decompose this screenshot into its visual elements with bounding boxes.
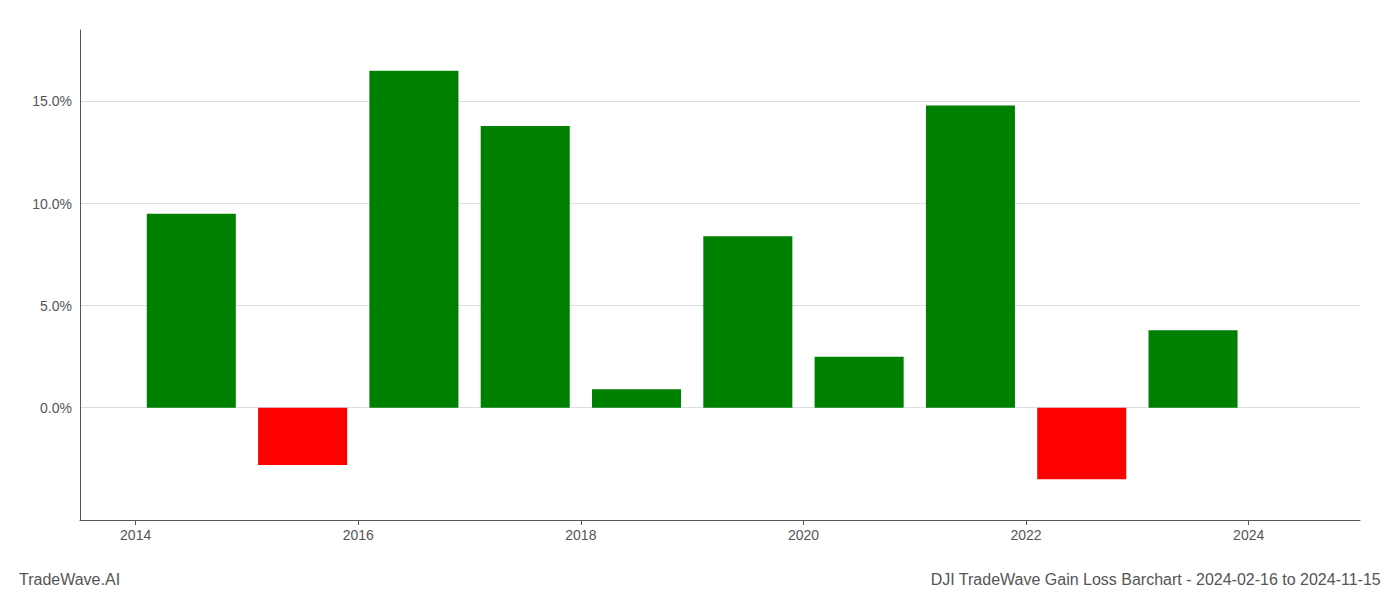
- svg-text:10.0%: 10.0%: [32, 196, 72, 212]
- svg-text:2022: 2022: [1011, 527, 1042, 543]
- svg-text:2024: 2024: [1233, 527, 1264, 543]
- svg-text:5.0%: 5.0%: [40, 298, 72, 314]
- svg-text:2018: 2018: [565, 527, 596, 543]
- svg-text:2016: 2016: [343, 527, 374, 543]
- svg-text:2014: 2014: [120, 527, 151, 543]
- svg-text:0.0%: 0.0%: [40, 400, 72, 416]
- svg-text:2020: 2020: [788, 527, 819, 543]
- svg-text:TradeWave.AI: TradeWave.AI: [19, 571, 120, 588]
- svg-text:15.0%: 15.0%: [32, 93, 72, 109]
- svg-text:DJI TradeWave Gain Loss Barcha: DJI TradeWave Gain Loss Barchart - 2024-…: [931, 571, 1381, 588]
